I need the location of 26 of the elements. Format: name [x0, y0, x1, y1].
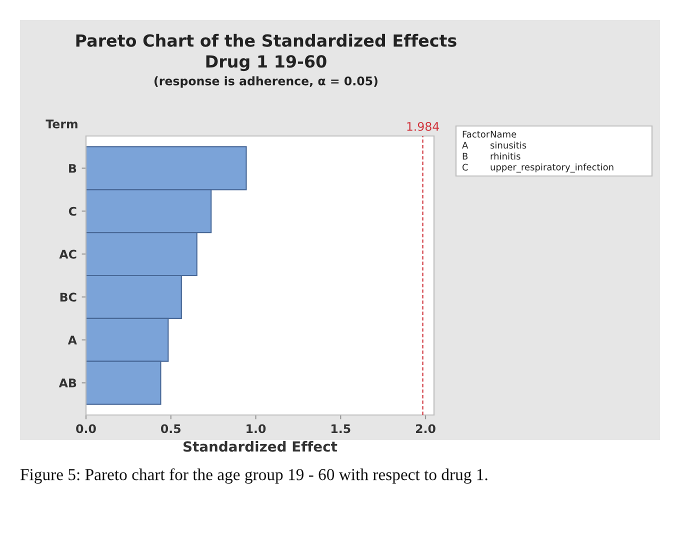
- x-axis-title: Standardized Effect: [184, 441, 338, 452]
- y-tick-label: A: [68, 336, 77, 344]
- ref-line-label: 1.984: [407, 122, 440, 131]
- caption: Figure 5: Pareto chart for the age group 19 - 60 with respect to drug 1.: [20, 468, 488, 484]
- y-axis-title: Term: [46, 120, 78, 128]
- x-tick-label: 1.5: [332, 424, 350, 434]
- text: B: [462, 152, 468, 160]
- y-tick-label: AC: [59, 250, 76, 259]
- text: (response is adherence, α = 0.05): [154, 76, 378, 88]
- chart-title: Pareto Chart of the Standardized Effects: [76, 34, 456, 47]
- text: Factor: [462, 130, 490, 138]
- y-tick-label: C: [68, 206, 76, 216]
- text: Name: [490, 130, 516, 138]
- text: sinusitis: [490, 142, 526, 149]
- x-tick-label: 0.5: [160, 424, 181, 434]
- x-tick-label: 2.0: [416, 424, 436, 434]
- y-tick-label: AB: [58, 378, 76, 388]
- text: upper_respiratory_infection: [490, 164, 614, 172]
- x-tick-label: 0.0: [76, 424, 96, 434]
- text: A: [462, 142, 468, 148]
- chart-subtitle: Drug 1 19-60: [206, 55, 326, 72]
- y-tick-label: B: [69, 164, 76, 173]
- x-tick-label: 1.0: [246, 424, 266, 434]
- y-tick-label: BC: [60, 292, 76, 302]
- text: rhinitis: [490, 152, 520, 160]
- text: C: [462, 164, 468, 171]
